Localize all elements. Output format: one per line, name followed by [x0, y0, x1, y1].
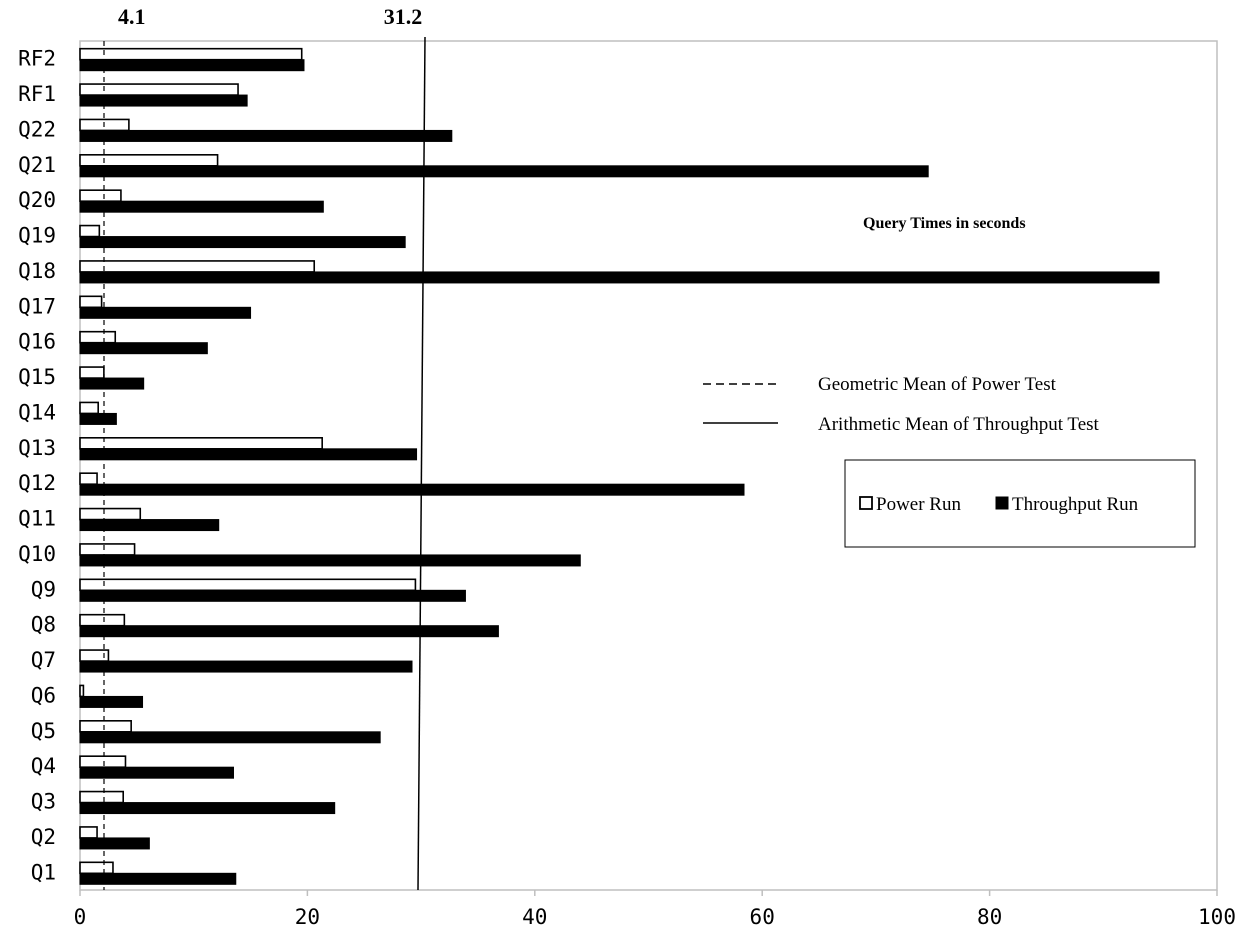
y-tick-label-q11: Q11 — [18, 507, 56, 531]
x-tick-label-80: 80 — [977, 905, 1002, 929]
legend-throughput-run-swatch — [995, 496, 1009, 510]
bar-power-run-q18 — [79, 260, 316, 273]
bar-power-run-q16 — [79, 330, 117, 344]
y-tick-label-q8: Q8 — [31, 613, 56, 637]
y-tick-label-q20: Q20 — [18, 188, 56, 212]
bar-throughput-run-q13 — [79, 448, 418, 461]
legend-arithmetic-mean-text: Arithmetic Mean of Throughput Test — [818, 414, 1100, 435]
bar-power-run-q9 — [79, 578, 417, 592]
bar-power-run-q19 — [79, 224, 101, 238]
bar-throughput-run-q21 — [79, 165, 929, 178]
bars-group — [79, 47, 1160, 885]
y-tick-label-q22: Q22 — [18, 117, 56, 141]
bar-power-run-q10 — [79, 543, 136, 556]
bar-throughput-run-q20 — [79, 200, 324, 213]
y-tick-label-q7: Q7 — [31, 648, 56, 672]
bar-throughput-run-q9 — [79, 589, 466, 602]
x-tick-label-40: 40 — [522, 905, 547, 929]
y-tick-label-q16: Q16 — [18, 330, 56, 354]
arithmetic-mean-label: 31.2 — [384, 4, 423, 29]
bar-throughput-run-q2 — [79, 837, 150, 850]
bar-throughput-run-q14 — [79, 412, 117, 425]
y-tick-label-q12: Q12 — [18, 471, 56, 495]
bar-throughput-run-q18 — [79, 271, 1160, 284]
bar-throughput-run-q4 — [79, 766, 234, 779]
bar-throughput-run-q7 — [79, 660, 413, 673]
bar-throughput-run-q5 — [79, 731, 381, 744]
bar-power-run-rf2 — [79, 47, 303, 61]
y-tick-label-q13: Q13 — [18, 436, 56, 460]
legend-throughput-run-label: Throughput Run — [1012, 494, 1139, 515]
chart-annotation: Query Times in seconds — [863, 215, 1026, 232]
y-tick-label-q6: Q6 — [31, 683, 56, 707]
bar-throughput-run-q10 — [79, 554, 581, 567]
bar-power-run-q5 — [79, 720, 132, 733]
bar-throughput-run-q22 — [79, 129, 453, 142]
bar-power-run-q8 — [79, 613, 126, 627]
plot-area-frame — [79, 40, 1218, 891]
legend-power-run-swatch — [859, 496, 873, 510]
bar-throughput-run-q3 — [79, 802, 336, 815]
x-tick-label-20: 20 — [295, 905, 320, 929]
y-tick-label-q19: Q19 — [18, 224, 56, 248]
bar-power-run-q15 — [79, 366, 105, 379]
y-tick-label-q5: Q5 — [31, 719, 56, 743]
bar-power-run-q13 — [79, 437, 323, 450]
bar-power-run-q3 — [79, 790, 125, 804]
y-tick-label-q10: Q10 — [18, 542, 56, 566]
y-tick-label-q1: Q1 — [31, 860, 56, 884]
bar-power-run-q4 — [79, 755, 127, 768]
bar-throughput-run-q19 — [79, 236, 406, 249]
y-tick-label-q2: Q2 — [31, 825, 56, 849]
y-tick-label-q21: Q21 — [18, 153, 56, 177]
bar-throughput-run-q17 — [79, 306, 252, 319]
arithmetic-mean-line — [417, 36, 426, 891]
bar-power-run-q17 — [79, 295, 103, 309]
legend-power-run-label: Power Run — [876, 494, 961, 515]
bar-throughput-run-q6 — [79, 695, 144, 708]
bar-power-run-q2 — [79, 826, 98, 839]
x-tick-label-0: 0 — [74, 905, 87, 929]
bar-throughput-run-rf1 — [79, 94, 248, 107]
bar-throughput-run-q15 — [79, 377, 145, 390]
bar-power-run-q6 — [79, 684, 85, 698]
legend-geometric-mean-text: Geometric Mean of Power Test — [818, 374, 1057, 395]
bar-throughput-run-q8 — [79, 625, 499, 638]
x-axis-ticks: 0 20 40 60 80 100 — [74, 890, 1236, 929]
x-tick-label-60: 60 — [750, 905, 775, 929]
bar-throughput-run-q16 — [79, 342, 208, 355]
y-tick-label-q9: Q9 — [31, 577, 56, 601]
bar-throughput-run-q11 — [79, 519, 220, 532]
y-tick-label-q3: Q3 — [31, 790, 56, 814]
y-tick-label-q14: Q14 — [18, 400, 56, 424]
bar-power-run-q20 — [79, 189, 122, 202]
bar-throughput-run-q12 — [79, 483, 745, 496]
bar-power-run-q11 — [79, 507, 142, 521]
bar-throughput-run-rf2 — [79, 59, 305, 72]
bar-throughput-run-q1 — [79, 872, 237, 885]
bar-power-run-q21 — [79, 154, 219, 167]
bar-power-run-q12 — [79, 472, 98, 485]
x-tick-label-100: 100 — [1198, 905, 1236, 929]
y-axis-labels: Q1 Q2 Q3 Q4 Q5 Q6 Q7 Q8 Q9 Q10 Q11 Q12 Q13 Q14 Q15 Q16 Q… — [18, 47, 56, 885]
y-tick-label-q4: Q4 — [31, 754, 56, 778]
series-legend-box — [844, 459, 1196, 548]
y-tick-label-rf2: RF2 — [18, 47, 56, 71]
geometric-mean-label: 4.1 — [118, 4, 146, 29]
bar-power-run-q1 — [79, 861, 114, 875]
bar-power-run-q14 — [79, 401, 99, 415]
y-tick-label-q17: Q17 — [18, 294, 56, 318]
y-tick-label-q15: Q15 — [18, 365, 56, 389]
y-tick-label-rf1: RF1 — [18, 82, 56, 106]
y-tick-label-q18: Q18 — [18, 259, 56, 283]
